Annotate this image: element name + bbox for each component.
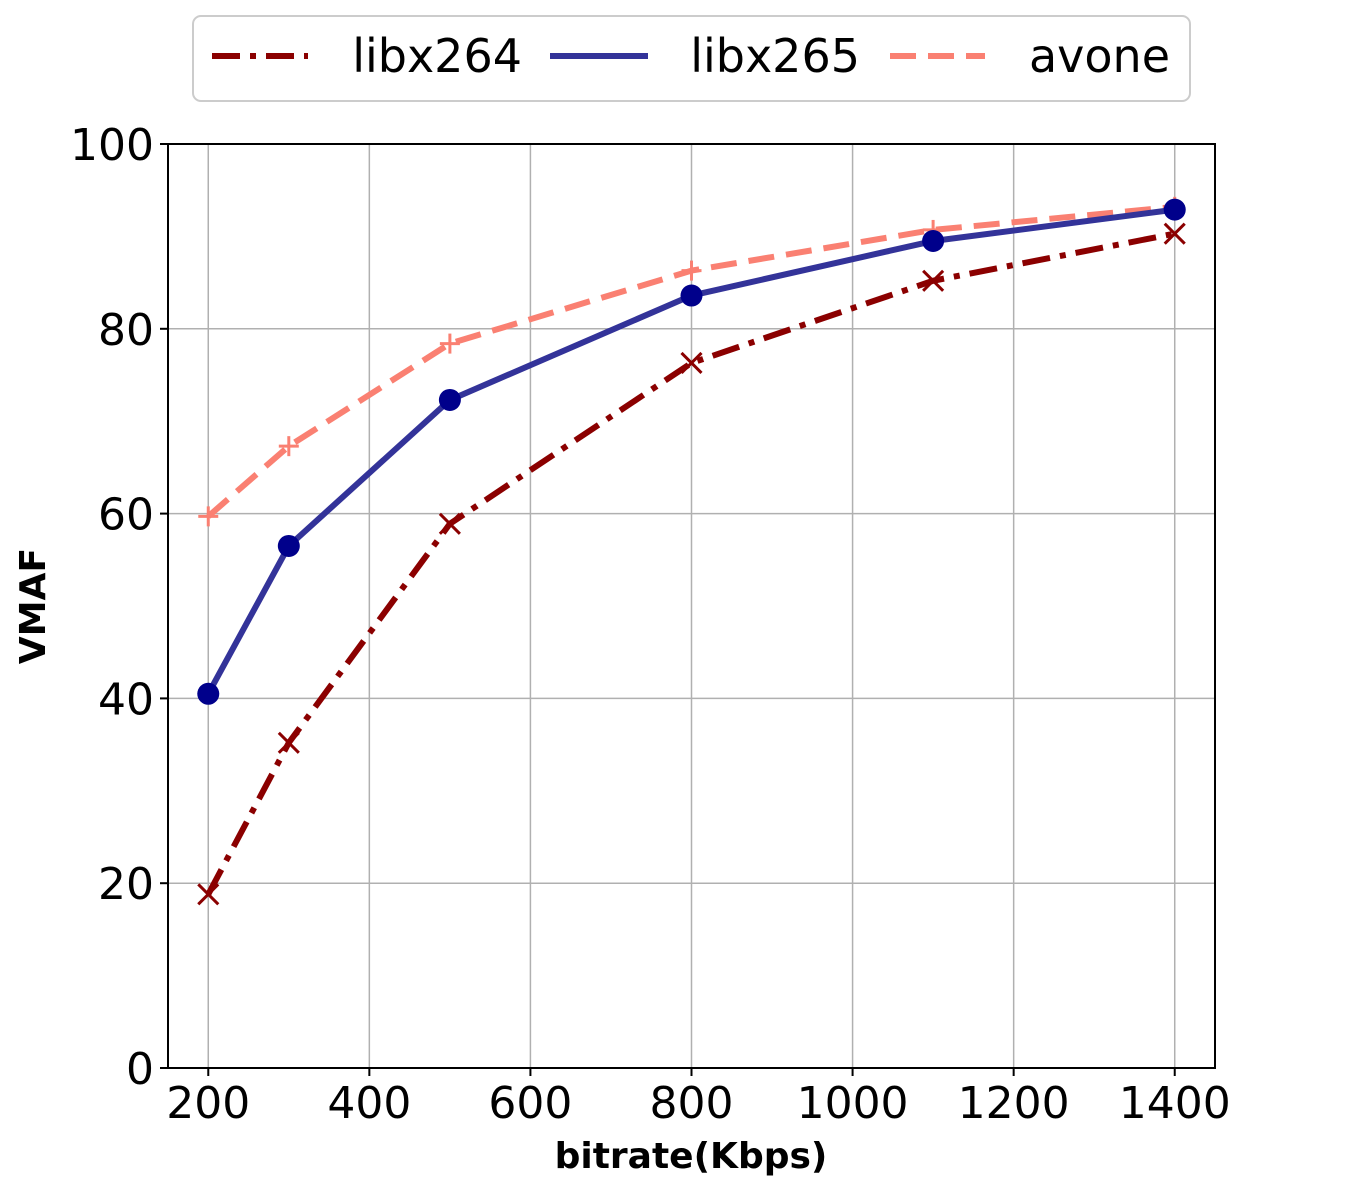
legend-label-avone: avone	[1029, 29, 1170, 83]
data-point-libx265	[680, 284, 703, 307]
data-point-libx264	[680, 351, 703, 375]
y-tick-label: 40	[98, 674, 154, 725]
x-axis-label: bitrate(Kbps)	[555, 1136, 828, 1177]
series-layer	[197, 196, 1186, 906]
data-point-avone	[439, 333, 460, 354]
data-point-libx264-stroke	[277, 731, 300, 754]
data-point-libx264-stroke	[922, 269, 945, 292]
series-line-libx264	[205, 230, 1176, 896]
x-tick-label: 1000	[797, 1078, 909, 1129]
y-tick-label: 80	[98, 305, 154, 356]
data-point-libx264	[1163, 222, 1186, 245]
data-point-libx265	[197, 682, 220, 705]
grid-lines	[168, 143, 1215, 1069]
data-point-avone	[278, 436, 299, 457]
x-tick-label: 600	[488, 1078, 572, 1129]
y-tick-label: 0	[126, 1044, 154, 1095]
y-axis-label: VMAF	[13, 548, 54, 664]
x-tick-label: 400	[327, 1078, 411, 1129]
legend-label-libx264: libx264	[352, 29, 522, 83]
series-libx265	[197, 198, 1186, 705]
series-libx264	[197, 222, 1186, 906]
y-tick-label: 60	[98, 490, 154, 541]
series-line-avone	[206, 203, 1176, 519]
y-tick-label: 100	[70, 120, 154, 171]
data-point-avone	[198, 506, 219, 527]
data-point-libx265	[438, 388, 461, 411]
data-point-libx264	[438, 512, 461, 535]
legend-box	[192, 15, 1191, 102]
data-point-libx264-stroke	[197, 883, 220, 906]
x-tick-label: 200	[166, 1078, 250, 1129]
data-point-libx264-stroke	[680, 351, 703, 375]
data-point-libx265	[1163, 198, 1186, 221]
axis-ticks: 200 400 600 800 1000 1200 1400 0 20 40 60 80 100	[70, 120, 1231, 1129]
legend: libx264 libx265 avone	[192, 15, 1191, 102]
data-point-libx265	[277, 534, 300, 557]
series-line-libx265	[205, 206, 1176, 696]
data-point-libx264	[277, 731, 300, 754]
data-point-libx265	[922, 230, 945, 253]
legend-label-libx265: libx265	[690, 29, 860, 83]
x-tick-label: 800	[650, 1078, 734, 1129]
data-point-libx264	[197, 883, 220, 906]
data-point-libx264	[922, 269, 945, 292]
x-tick-label: 1400	[1119, 1078, 1231, 1129]
y-tick-label: 20	[98, 859, 154, 910]
data-point-libx264-stroke	[438, 512, 461, 535]
data-point-avone	[681, 260, 702, 281]
data-point-libx264-stroke	[1163, 222, 1186, 245]
x-tick-label: 1200	[958, 1078, 1070, 1129]
